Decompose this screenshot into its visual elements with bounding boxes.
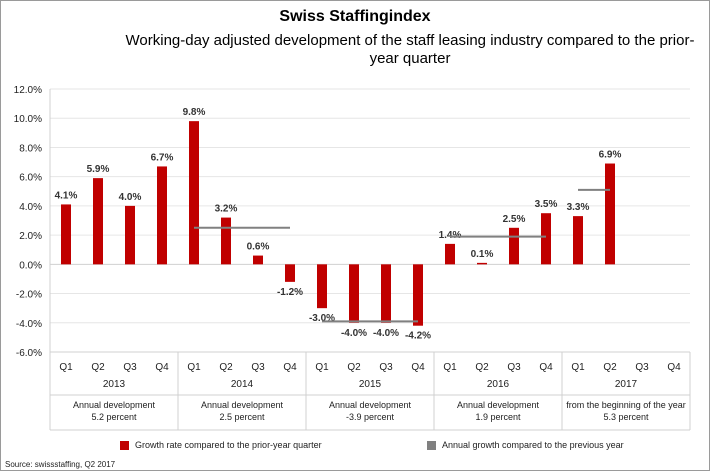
data-label: 0.1% — [471, 249, 494, 260]
bar — [157, 166, 167, 265]
bar — [573, 216, 583, 265]
bar — [125, 205, 135, 265]
y-tick-label: 12.0% — [14, 85, 42, 96]
year-label: 2015 — [359, 379, 382, 390]
bar — [509, 227, 519, 265]
bar — [541, 213, 551, 265]
annual-note-line1: Annual development — [73, 400, 156, 410]
annual-note-line1: Annual development — [329, 400, 412, 410]
year-label: 2016 — [487, 379, 510, 390]
legend-swatch-red — [120, 440, 129, 450]
data-label: 5.9% — [87, 164, 110, 175]
quarter-label: Q1 — [443, 362, 457, 373]
y-tick-label: -4.0% — [16, 319, 42, 330]
quarter-label: Q1 — [571, 362, 585, 373]
y-tick-label: 4.0% — [19, 202, 42, 213]
annual-note-line2: 2.5 percent — [219, 412, 265, 422]
data-label: 3.5% — [535, 199, 558, 210]
annual-note-line1: from the beginning of the year — [566, 400, 686, 410]
bar — [381, 264, 391, 323]
quarter-label: Q4 — [283, 362, 297, 373]
y-tick-label: -6.0% — [16, 348, 42, 359]
data-label: -1.2% — [277, 287, 303, 298]
y-tick-label: 6.0% — [19, 173, 42, 184]
chart-subtitle: Working-day adjusted development of the … — [125, 32, 695, 67]
bar — [285, 264, 295, 282]
data-label: 9.8% — [183, 107, 206, 118]
quarter-label: Q1 — [315, 362, 329, 373]
quarter-label: Q1 — [187, 362, 201, 373]
bar — [189, 121, 199, 265]
annual-note-line2: 5.3 percent — [603, 412, 649, 422]
data-label: 4.1% — [55, 190, 78, 201]
year-label: 2014 — [231, 379, 254, 390]
quarter-label: Q2 — [475, 362, 489, 373]
data-label: 4.0% — [119, 192, 142, 203]
data-label: -4.0% — [373, 328, 399, 339]
bar — [445, 243, 455, 265]
data-label: -4.2% — [405, 331, 431, 342]
quarter-label: Q4 — [539, 362, 553, 373]
chart-title: Swiss Staffingindex — [279, 8, 431, 25]
quarter-label: Q2 — [219, 362, 233, 373]
data-label: 3.2% — [215, 204, 238, 215]
bar — [93, 178, 103, 265]
annual-note-line2: -3.9 percent — [346, 412, 395, 422]
source-note: Source: swissstaffing, Q2 2017 — [5, 460, 116, 469]
data-label: -4.0% — [341, 328, 367, 339]
legend-label: Annual growth compared to the previous y… — [442, 440, 624, 450]
data-label: -3.0% — [309, 313, 335, 324]
annual-note-line1: Annual development — [201, 400, 284, 410]
y-tick-label: 8.0% — [19, 143, 42, 154]
legend-label: Growth rate compared to the prior-year q… — [135, 440, 322, 450]
annual-note-line2: 1.9 percent — [475, 412, 521, 422]
data-label: 1.4% — [439, 230, 462, 241]
quarter-label: Q3 — [379, 362, 393, 373]
annual-note-line2: 5.2 percent — [91, 412, 137, 422]
y-tick-label: 10.0% — [14, 114, 42, 125]
data-label: 3.3% — [567, 202, 590, 213]
quarter-label: Q4 — [411, 362, 425, 373]
legend-item-growth-rate: Growth rate compared to the prior-year q… — [120, 440, 322, 450]
data-label: 2.5% — [503, 214, 526, 225]
quarter-label: Q3 — [251, 362, 265, 373]
quarter-label: Q4 — [667, 362, 681, 373]
bar — [413, 264, 423, 326]
legend-item-annual-growth: Annual growth compared to the previous y… — [427, 440, 624, 450]
data-label: 6.7% — [151, 152, 174, 163]
quarter-label: Q2 — [91, 362, 105, 373]
y-tick-label: 2.0% — [19, 231, 42, 242]
legend-swatch-grey — [427, 440, 436, 450]
bar — [253, 255, 263, 265]
year-label: 2017 — [615, 379, 638, 390]
quarter-label: Q3 — [123, 362, 137, 373]
annual-note-line1: Annual development — [457, 400, 540, 410]
bar — [61, 204, 71, 265]
quarter-label: Q4 — [155, 362, 169, 373]
quarter-label: Q2 — [603, 362, 617, 373]
data-label: 0.6% — [247, 242, 270, 253]
data-label: 6.9% — [599, 150, 622, 161]
year-label: 2013 — [103, 379, 126, 390]
quarter-label: Q1 — [59, 362, 73, 373]
bar — [605, 163, 615, 265]
y-tick-label: -2.0% — [16, 290, 42, 301]
y-tick-label: 0.0% — [19, 260, 42, 271]
bar — [349, 264, 359, 323]
quarter-label: Q3 — [507, 362, 521, 373]
bar — [221, 217, 231, 265]
quarter-label: Q3 — [635, 362, 649, 373]
bar — [477, 262, 487, 265]
bar — [317, 264, 327, 309]
quarter-label: Q2 — [347, 362, 361, 373]
